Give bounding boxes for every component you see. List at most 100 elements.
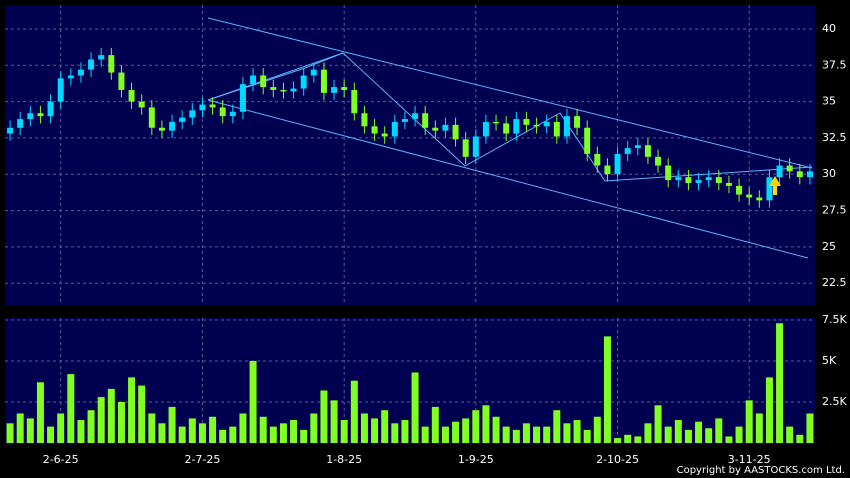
volume-bar [624,434,632,443]
candle-body [695,180,702,183]
volume-bar [411,372,419,443]
candle-body [533,124,540,127]
volume-bar [6,423,14,443]
trend-lines [207,17,813,259]
x-tick-label: 2-10-25 [596,453,639,466]
candle-body [766,177,773,201]
volume-bar [371,418,379,443]
y-tick-label: 25 [822,240,836,253]
candle-body [725,182,732,186]
candle-body [493,121,500,124]
volume-bar [148,413,156,443]
candle-body [604,165,611,175]
candle-body [685,177,692,183]
candle-body [219,107,226,117]
volume-bar [421,426,429,443]
volume-bar [472,410,480,443]
candle-body [644,145,651,157]
volume-bar [107,388,115,443]
volume-bar [219,429,227,443]
volume-bar [26,418,34,443]
x-tick-label: 1-9-25 [458,453,494,466]
candle-body [472,136,479,157]
volume-bar [16,413,24,443]
volume-bar [117,401,125,443]
candle-body [422,113,429,128]
volume-bar [87,410,95,443]
trend-line [207,99,809,259]
volume-bar [583,429,591,443]
candle-body [462,139,469,157]
volume-bar [553,410,561,443]
candle-body [594,153,601,166]
volume-bar [188,418,196,443]
candle-body [189,110,196,118]
volume-bar [644,423,652,443]
volume-bar [249,360,257,443]
volume-bar [360,413,368,443]
volume-bar [67,374,75,443]
volume-bar [573,420,581,443]
candle-body [37,113,44,117]
volume-bar [776,323,784,443]
candle-body [786,165,793,172]
candle-body [513,119,520,134]
volume-bar [209,416,217,443]
candle-body [705,177,712,181]
volume-bar [796,434,804,443]
volume-bar [310,413,318,443]
candle-body [806,171,813,178]
candle-body [239,84,246,112]
volume-bar [512,429,520,443]
volume-bar [522,423,530,443]
volume-bar [97,397,105,443]
trend-line [207,52,813,182]
volume-bar [36,382,44,443]
volume-bar [198,423,206,443]
copyright: Copyright by AASTOCKS.com Ltd. [677,465,845,476]
trend-line [207,52,344,101]
candle-body [199,104,206,111]
candle-body [624,148,631,154]
volume-bar [745,400,753,443]
candle-body [260,75,267,88]
volume-bar [158,423,166,443]
candle-body [442,124,449,131]
marks [6,47,814,443]
y-tick-label: 40 [822,22,836,35]
volume-bar [806,413,814,443]
signal-arrow [769,176,781,195]
volume-bar [735,426,743,443]
candle-body [574,116,581,128]
volume-bar [593,416,601,443]
volume-bar [482,405,490,443]
candle-body [584,127,591,154]
candle-body [7,127,14,134]
candle-body [148,107,155,128]
candle-body [118,72,125,90]
volume-bar [654,405,662,443]
x-tick-label: 2-7-25 [184,453,220,466]
candle-body [553,121,560,137]
volume-panel [5,318,815,443]
candle-body [300,75,307,89]
volume-bar [695,421,703,443]
candle-body [432,127,439,131]
candle-body [665,165,672,181]
x-tick-label: 3-11-25 [728,453,771,466]
y-tick-label: 27.5 [822,204,847,217]
volume-bar [755,413,763,443]
candle-body [88,59,95,70]
volume-bar [674,420,682,443]
volume-bar [462,418,470,443]
candle-body [756,197,763,201]
y-tick-label: 32.5 [822,131,847,144]
candle-body [310,69,317,76]
volume-bar [178,426,186,443]
candle-body [67,75,74,79]
candle-body [229,111,236,117]
volume-bar [502,426,510,443]
volume-bar [725,436,733,443]
candle-body [614,153,621,175]
volume-bar [705,428,713,443]
